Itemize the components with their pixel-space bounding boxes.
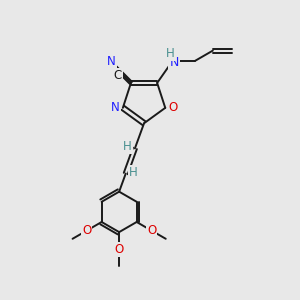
Text: O: O <box>147 224 156 237</box>
Text: H: H <box>129 166 138 178</box>
Text: C: C <box>113 69 122 82</box>
Text: H: H <box>123 140 132 153</box>
Text: N: N <box>111 101 120 114</box>
Text: O: O <box>168 101 177 114</box>
Text: N: N <box>107 55 116 68</box>
Text: N: N <box>169 56 179 69</box>
Text: O: O <box>82 224 91 237</box>
Text: H: H <box>166 47 175 60</box>
Text: O: O <box>115 243 124 256</box>
